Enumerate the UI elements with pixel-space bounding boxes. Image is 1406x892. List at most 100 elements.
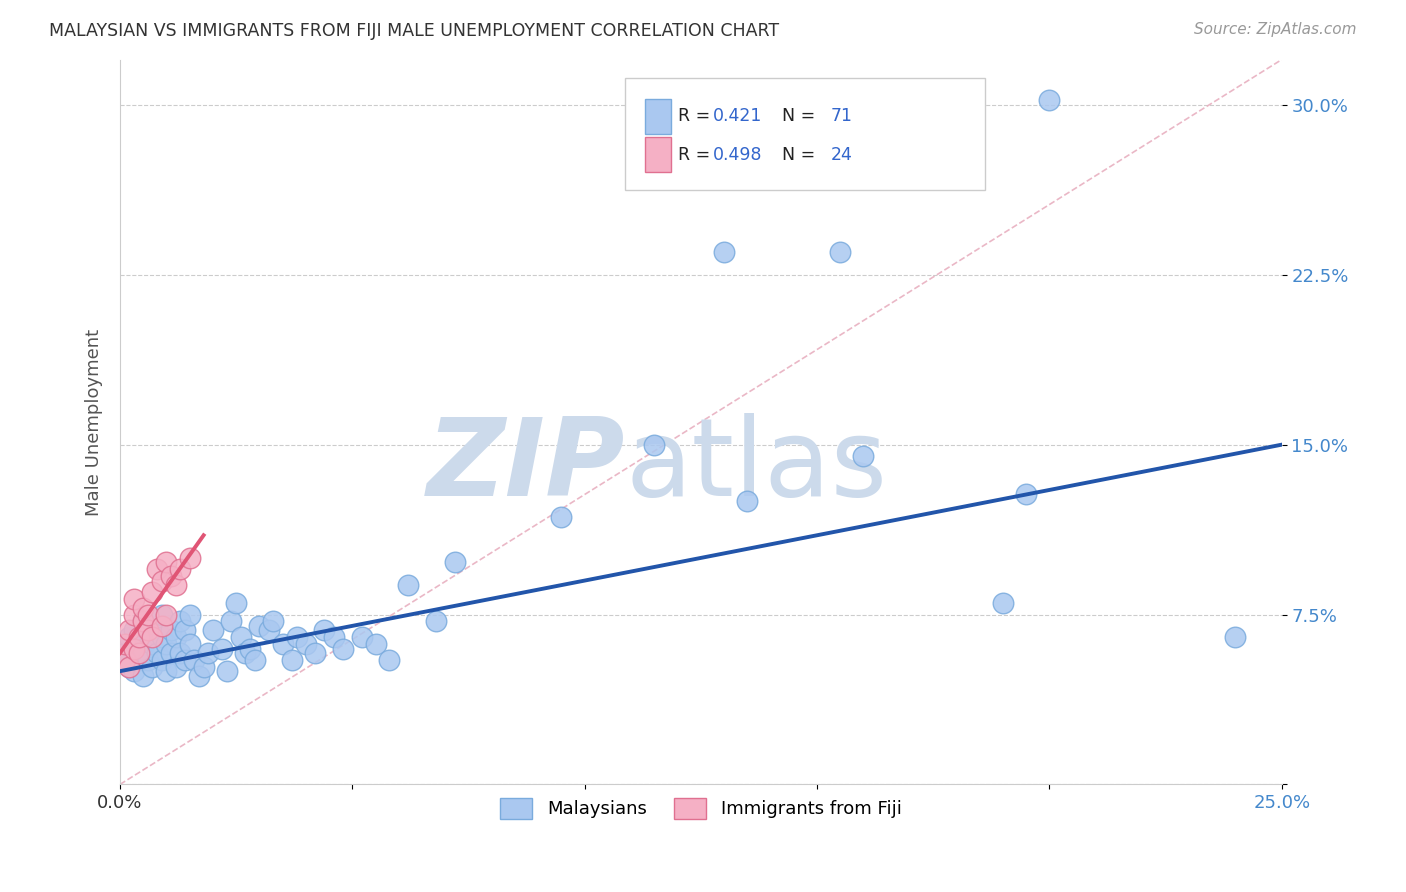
Point bbox=[155, 607, 177, 622]
Point bbox=[262, 615, 284, 629]
Point bbox=[118, 630, 141, 644]
Text: 24: 24 bbox=[831, 145, 853, 163]
Point bbox=[443, 556, 465, 570]
Point bbox=[122, 624, 145, 638]
Point bbox=[378, 653, 401, 667]
Point bbox=[239, 641, 262, 656]
Point bbox=[136, 653, 159, 667]
Point bbox=[285, 630, 308, 644]
Point bbox=[229, 630, 252, 644]
Point bbox=[132, 615, 155, 629]
Point bbox=[332, 641, 354, 656]
Point bbox=[1015, 487, 1038, 501]
Point bbox=[713, 245, 735, 260]
Point bbox=[150, 574, 173, 588]
Point bbox=[146, 619, 169, 633]
Bar bbox=[645, 99, 671, 134]
Point bbox=[183, 653, 205, 667]
Point bbox=[132, 600, 155, 615]
Point bbox=[114, 637, 136, 651]
Point bbox=[247, 619, 270, 633]
Point bbox=[188, 669, 211, 683]
Point bbox=[141, 630, 163, 644]
Point bbox=[314, 624, 336, 638]
Point bbox=[179, 550, 201, 565]
Point bbox=[322, 630, 344, 644]
Point bbox=[737, 494, 759, 508]
Point bbox=[197, 646, 219, 660]
Point bbox=[852, 449, 875, 463]
Point bbox=[155, 556, 177, 570]
Point bbox=[179, 637, 201, 651]
Point bbox=[281, 653, 304, 667]
Point bbox=[257, 624, 280, 638]
Text: Source: ZipAtlas.com: Source: ZipAtlas.com bbox=[1194, 22, 1357, 37]
Point bbox=[118, 624, 141, 638]
Point bbox=[128, 634, 150, 648]
Text: N =: N = bbox=[770, 107, 820, 125]
Point bbox=[215, 664, 238, 678]
Point bbox=[141, 659, 163, 673]
Point bbox=[141, 585, 163, 599]
Text: R =: R = bbox=[678, 107, 716, 125]
Point bbox=[160, 569, 183, 583]
Point bbox=[122, 664, 145, 678]
Point bbox=[179, 607, 201, 622]
FancyBboxPatch shape bbox=[626, 78, 986, 190]
Point bbox=[221, 615, 243, 629]
Point bbox=[118, 659, 141, 673]
Point bbox=[201, 624, 224, 638]
Point bbox=[150, 630, 173, 644]
Point bbox=[132, 669, 155, 683]
Bar bbox=[645, 137, 671, 172]
Text: R =: R = bbox=[678, 145, 716, 163]
Point bbox=[136, 607, 159, 622]
Text: atlas: atlas bbox=[626, 412, 887, 518]
Point bbox=[146, 646, 169, 660]
Point bbox=[396, 578, 419, 592]
Point bbox=[174, 624, 197, 638]
Point bbox=[364, 637, 387, 651]
Point bbox=[169, 562, 191, 576]
Point bbox=[122, 607, 145, 622]
Point bbox=[165, 578, 187, 592]
Text: 0.421: 0.421 bbox=[713, 107, 762, 125]
Point bbox=[132, 615, 155, 629]
Point bbox=[114, 646, 136, 660]
Point bbox=[128, 646, 150, 660]
Point bbox=[160, 646, 183, 660]
Point bbox=[235, 646, 257, 660]
Point bbox=[830, 245, 852, 260]
Point bbox=[169, 615, 191, 629]
Point bbox=[225, 596, 247, 610]
Text: 71: 71 bbox=[831, 107, 853, 125]
Text: N =: N = bbox=[770, 145, 820, 163]
Point bbox=[136, 624, 159, 638]
Point bbox=[155, 637, 177, 651]
Point bbox=[243, 653, 266, 667]
Point bbox=[425, 615, 447, 629]
Text: 0.498: 0.498 bbox=[713, 145, 762, 163]
Point bbox=[150, 653, 173, 667]
Point bbox=[271, 637, 294, 651]
Point bbox=[136, 624, 159, 638]
Point bbox=[169, 646, 191, 660]
Point bbox=[128, 630, 150, 644]
Y-axis label: Male Unemployment: Male Unemployment bbox=[86, 328, 103, 516]
Point bbox=[128, 653, 150, 667]
Point bbox=[193, 659, 215, 673]
Point bbox=[122, 641, 145, 656]
Point bbox=[991, 596, 1014, 610]
Point bbox=[160, 624, 183, 638]
Legend: Malaysians, Immigrants from Fiji: Malaysians, Immigrants from Fiji bbox=[492, 791, 908, 826]
Point bbox=[350, 630, 373, 644]
Point bbox=[141, 637, 163, 651]
Point bbox=[165, 659, 187, 673]
Point bbox=[150, 619, 173, 633]
Point bbox=[146, 562, 169, 576]
Point bbox=[550, 510, 572, 524]
Point bbox=[211, 641, 233, 656]
Point bbox=[118, 659, 141, 673]
Point bbox=[643, 438, 665, 452]
Point bbox=[1225, 630, 1247, 644]
